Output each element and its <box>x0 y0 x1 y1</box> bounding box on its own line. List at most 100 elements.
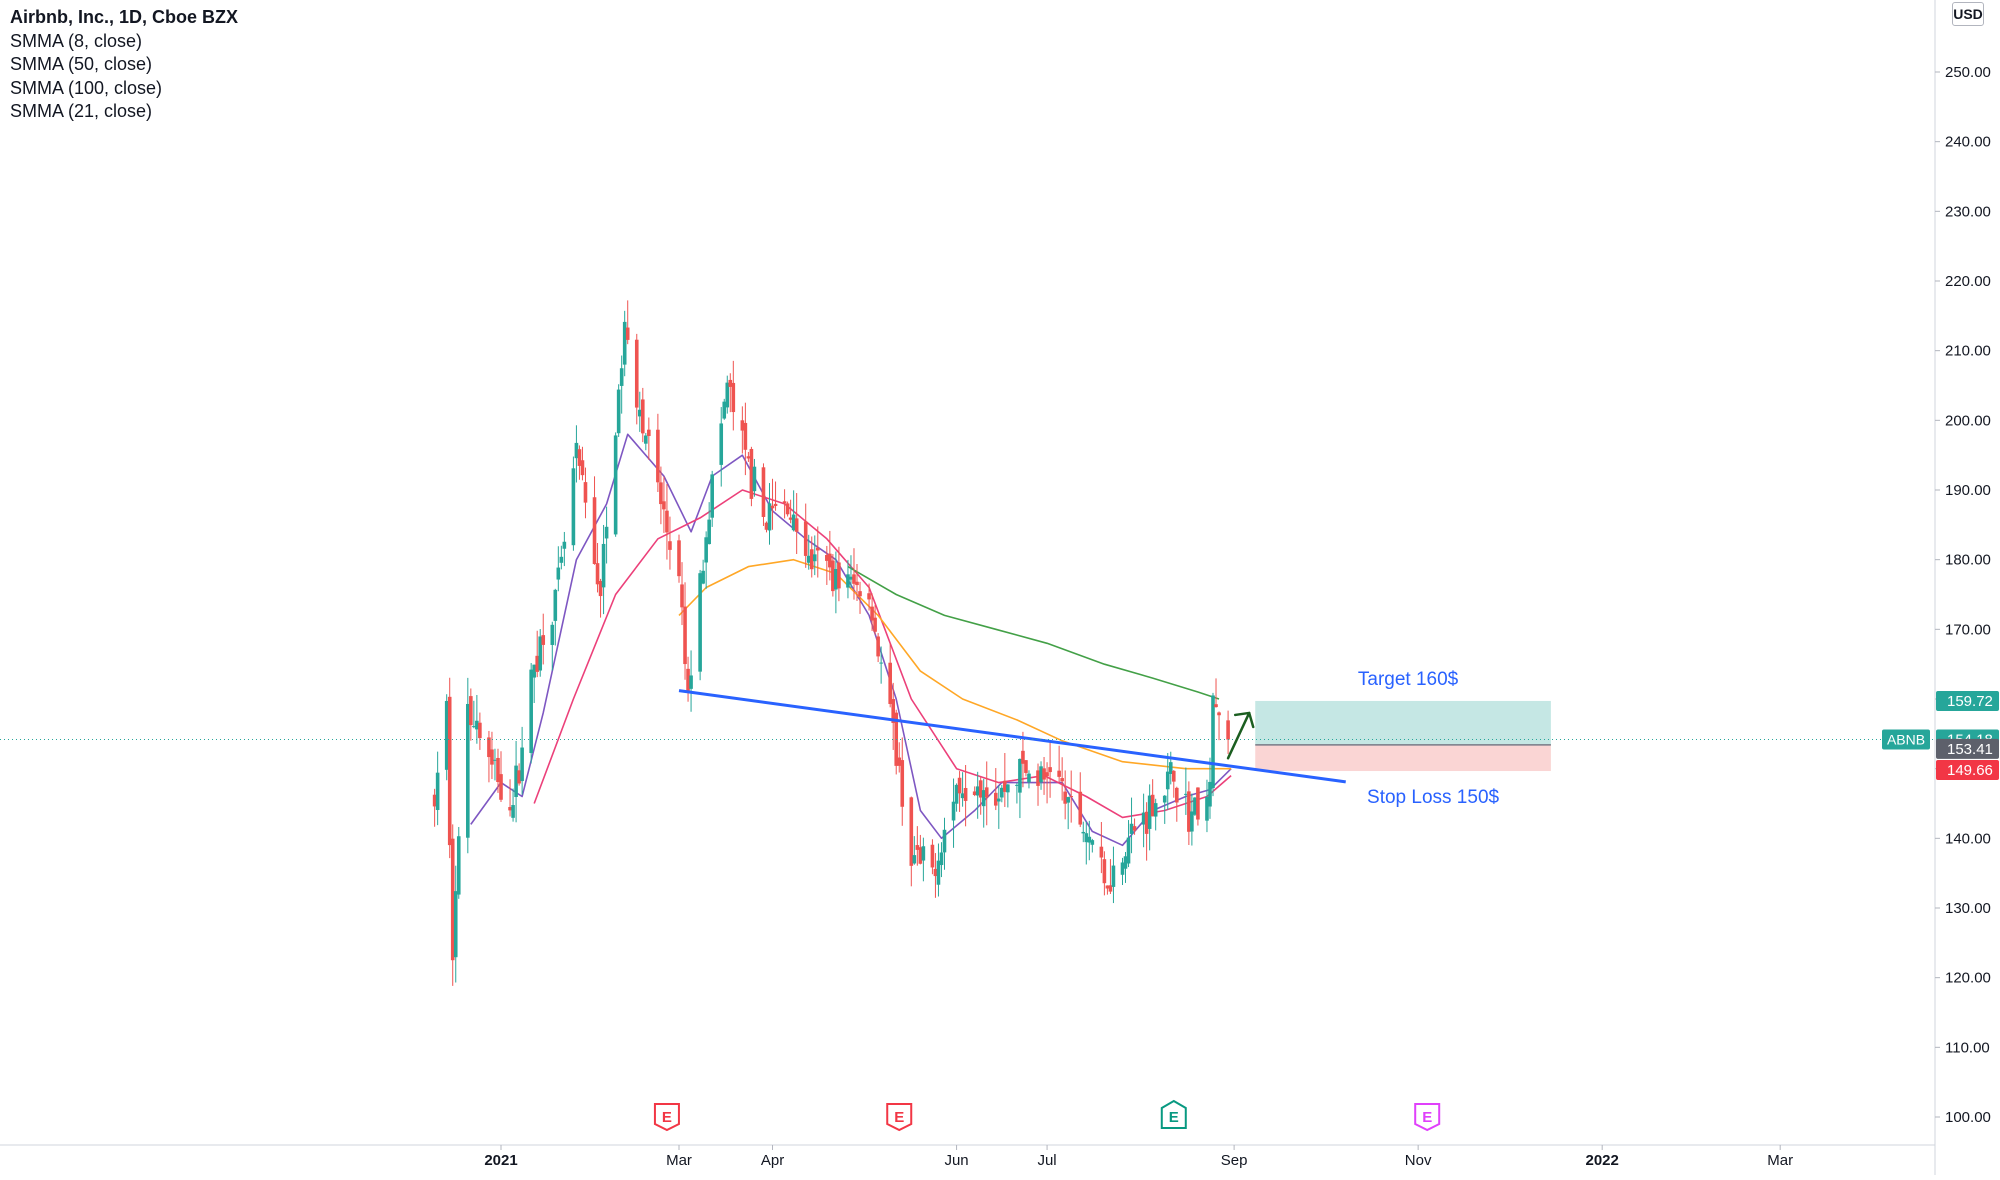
candle-down <box>900 760 905 807</box>
candle-down <box>490 749 494 765</box>
price-tick-label: 120.00 <box>1945 970 1991 987</box>
candle-up <box>806 555 811 563</box>
candle-up <box>466 703 470 838</box>
time-tick-label: 2021 <box>484 1152 517 1169</box>
candle-down <box>625 327 630 340</box>
candle-down <box>535 655 540 672</box>
candle-up <box>1165 771 1170 790</box>
price-tick-label: 130.00 <box>1945 900 1991 917</box>
candle-down <box>1069 796 1074 798</box>
candle-up <box>574 442 579 459</box>
candle-up <box>456 836 461 895</box>
candle-down <box>803 521 808 556</box>
ma-line-50 <box>678 558 1232 770</box>
arrow-up-icon <box>1226 711 1255 760</box>
candle-down <box>1196 787 1200 820</box>
earnings-icon <box>653 1103 680 1132</box>
price-badge <box>1936 738 1999 759</box>
candle-up <box>529 669 533 754</box>
candle-down <box>915 845 920 850</box>
candle-down <box>1171 770 1176 782</box>
candle-up <box>1018 758 1022 793</box>
candle-down <box>447 696 452 846</box>
candle-down <box>1217 712 1221 716</box>
candle-up <box>921 846 926 861</box>
candle-up <box>553 589 558 621</box>
candle-down <box>1174 787 1179 803</box>
candle-up <box>1039 766 1043 783</box>
earnings-marker[interactable]: E <box>886 1103 913 1132</box>
candle-down <box>897 757 902 766</box>
candle-down <box>1003 780 1007 792</box>
candle-down <box>1144 811 1149 834</box>
candle-down <box>478 722 482 739</box>
indicator-smma-50[interactable]: SMMA (50, close) <box>10 54 153 74</box>
chart-title: Airbnb, Inc., 1D, Cboe BZX <box>10 7 239 27</box>
price-tick-label: 190.00 <box>1945 482 1991 499</box>
candle-up <box>846 574 850 588</box>
target-label: Target 160$ <box>1358 669 1459 690</box>
candle-up <box>981 790 986 807</box>
candle-down <box>432 794 437 807</box>
time-tick-label: 2022 <box>1585 1152 1618 1169</box>
candle-down <box>656 429 660 483</box>
candle-down <box>595 563 600 585</box>
candle-down <box>1099 846 1104 858</box>
earnings-marker[interactable]: E <box>1414 1103 1441 1132</box>
candle-down <box>1021 750 1025 764</box>
candle-down <box>1102 859 1107 884</box>
price-tick-label: 250.00 <box>1945 64 1991 81</box>
ma-line-100 <box>847 565 1220 700</box>
candle-down <box>785 503 790 515</box>
candle-down <box>1060 778 1064 782</box>
candle-up <box>1190 811 1194 832</box>
price-badge <box>1936 760 1999 781</box>
time-tick-label: Sep <box>1221 1152 1248 1169</box>
candle-up <box>939 852 944 866</box>
candle-up <box>942 829 947 853</box>
price-tick-label: 200.00 <box>1945 412 1991 429</box>
candle-down <box>978 780 983 798</box>
candle-up <box>960 793 965 799</box>
candle-up <box>1090 840 1095 845</box>
candle-down <box>517 770 521 784</box>
candle-down <box>634 339 639 408</box>
candle-down <box>993 792 998 806</box>
candle-up <box>975 786 980 796</box>
earnings-marker[interactable]: E <box>1160 1099 1187 1129</box>
candle-down <box>487 737 491 758</box>
time-tick-label: Mar <box>666 1152 692 1169</box>
currency-selector[interactable]: USD <box>1952 2 1984 26</box>
candle-up <box>1141 812 1146 825</box>
candle-down <box>683 606 687 665</box>
candle-down <box>891 699 896 723</box>
candle-up <box>538 636 543 671</box>
candle-down <box>782 501 787 504</box>
candle-down <box>788 517 793 520</box>
candle-up <box>622 321 627 365</box>
candle-down <box>640 399 645 434</box>
candle-up <box>719 423 724 465</box>
symbol-badge <box>1882 729 1930 750</box>
candle-up <box>444 700 449 770</box>
indicator-smma-100[interactable]: SMMA (100, close) <box>10 77 163 98</box>
price-tick-label: 110.00 <box>1945 1039 1990 1056</box>
candle-up <box>559 556 564 563</box>
candle-down <box>1057 770 1061 777</box>
candle-down <box>746 456 751 459</box>
indicator-smma-8[interactable]: SMMA (8, close) <box>10 30 143 51</box>
candle-up <box>520 747 524 782</box>
candle-up <box>689 675 693 689</box>
candle-down <box>1045 772 1049 777</box>
candle-down <box>870 606 874 621</box>
candle-up <box>435 772 440 811</box>
candle-down <box>598 580 603 597</box>
candle-up <box>1129 823 1134 834</box>
candle-up <box>1126 837 1131 864</box>
indicator-smma-21[interactable]: SMMA (21, close) <box>10 101 153 121</box>
earnings-label: E <box>662 1109 672 1126</box>
earnings-label: E <box>1169 1109 1179 1126</box>
earnings-marker[interactable]: E <box>653 1103 680 1132</box>
